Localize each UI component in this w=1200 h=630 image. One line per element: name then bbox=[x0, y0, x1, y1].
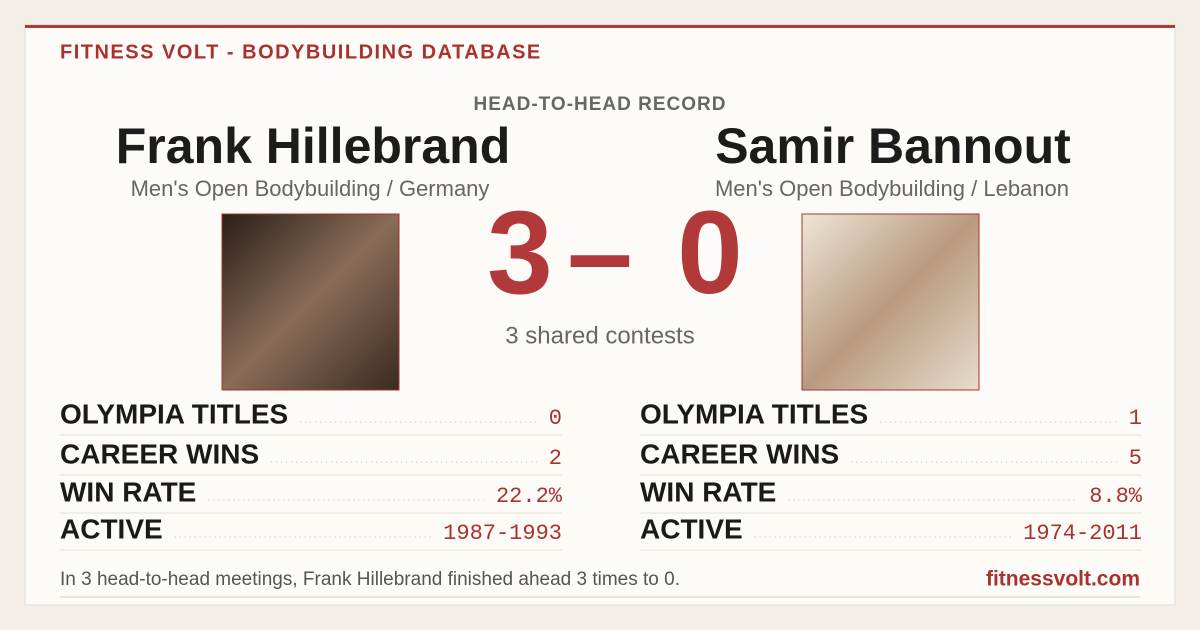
score-right: 0 bbox=[677, 187, 743, 319]
stat-value: 8.8% bbox=[1089, 484, 1143, 509]
stat-label: CAREER WINS bbox=[60, 438, 259, 469]
right-photo bbox=[801, 213, 980, 391]
top-rule bbox=[25, 25, 1175, 28]
right-division: Men's Open Bodybuilding / Lebanon bbox=[715, 176, 1069, 201]
footer-summary: In 3 head-to-head meetings, Frank Hilleb… bbox=[60, 569, 680, 590]
left-division: Men's Open Bodybuilding / Germany bbox=[131, 176, 490, 201]
right-name: Samir Bannout bbox=[715, 118, 1071, 174]
stat-value: 0 bbox=[549, 406, 562, 431]
stat-value: 5 bbox=[1129, 446, 1142, 471]
stat-label: OLYMPIA TITLES bbox=[60, 398, 288, 429]
score-separator: – bbox=[567, 187, 633, 319]
stat-label: WIN RATE bbox=[60, 476, 196, 507]
subtitle: HEAD-TO-HEAD RECORD bbox=[474, 94, 727, 115]
left-name: Frank Hillebrand bbox=[116, 118, 511, 174]
stat-value: 2 bbox=[549, 446, 562, 471]
stat-value: 1 bbox=[1129, 406, 1142, 431]
score-left: 3 bbox=[487, 187, 553, 319]
stat-label: OLYMPIA TITLES bbox=[640, 398, 868, 429]
stat-label: ACTIVE bbox=[640, 513, 743, 544]
stat-label: WIN RATE bbox=[640, 476, 776, 507]
stat-label: ACTIVE bbox=[60, 513, 163, 544]
stat-label: CAREER WINS bbox=[640, 438, 839, 469]
stat-value: 1987-1993 bbox=[443, 521, 562, 546]
left-photo bbox=[221, 213, 400, 391]
stats: OLYMPIA TITLES 0 CAREER WINS 2 WIN RATE 22.2%… bbox=[60, 398, 1143, 551]
footer-site: fitnessvolt.com bbox=[986, 568, 1140, 591]
stat-value: 22.2% bbox=[496, 484, 563, 509]
card-panel bbox=[24, 24, 1176, 606]
score-caption: 3 shared contests bbox=[505, 322, 694, 349]
stat-value: 1974-2011 bbox=[1023, 521, 1142, 546]
brand: FITNESS VOLT - BODYBUILDING DATABASE bbox=[60, 41, 542, 63]
